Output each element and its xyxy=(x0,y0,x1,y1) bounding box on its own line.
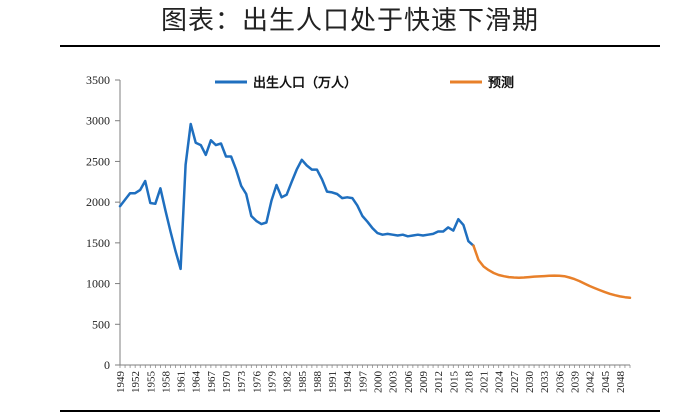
series-line-actual xyxy=(118,122,475,271)
x-tick-label: 1952 xyxy=(130,371,142,393)
series-line-forecast xyxy=(472,244,632,300)
x-tick-label: 2015 xyxy=(448,371,460,394)
x-tick-label: 1991 xyxy=(327,371,339,393)
y-tick-label: 500 xyxy=(92,317,110,331)
y-tick-label: 2000 xyxy=(86,195,110,209)
x-tick-label: 2000 xyxy=(373,371,385,394)
x-tick-label: 2006 xyxy=(403,371,415,394)
x-tick-label: 1949 xyxy=(115,371,127,394)
x-tick-label: 2024 xyxy=(494,371,506,394)
y-tick-label: 3000 xyxy=(86,114,110,128)
x-tick-label: 2045 xyxy=(600,371,612,394)
x-tick-label: 2048 xyxy=(615,371,627,394)
x-tick-label: 2021 xyxy=(479,371,491,393)
x-tick-label: 2003 xyxy=(388,371,400,394)
x-tick-label: 2030 xyxy=(524,371,536,394)
x-tick-label: 1970 xyxy=(221,371,233,394)
chart-title: 图表：出生人口处于快速下滑期 xyxy=(160,6,539,36)
y-tick-label: 3500 xyxy=(86,73,110,87)
x-tick-label: 1997 xyxy=(357,371,369,394)
x-tick-label: 1976 xyxy=(251,371,263,394)
legend-label: 出生人口（万人） xyxy=(253,75,357,91)
x-tick-label: 1964 xyxy=(191,371,203,394)
x-tick-label: 1967 xyxy=(206,371,218,394)
x-tick-label: 1955 xyxy=(145,371,157,394)
x-tick-label: 1985 xyxy=(297,371,309,394)
title-rule xyxy=(60,45,660,47)
x-tick-label: 1982 xyxy=(282,371,294,393)
x-tick-label: 2042 xyxy=(585,371,597,393)
y-tick-label: 0 xyxy=(104,358,110,372)
axes: 0 500 1000 1500 2000 2500 3000 3500 1949 1952 1955… xyxy=(86,73,631,394)
bottom-rule xyxy=(60,410,660,412)
legend-label: 预测 xyxy=(488,75,514,91)
x-tick-label: 2033 xyxy=(539,371,551,394)
x-tick-label: 1961 xyxy=(176,371,188,393)
series-layer xyxy=(118,122,632,300)
legend-item-actual: 出生人口（万人） xyxy=(215,75,357,91)
x-tick-label: 2027 xyxy=(509,371,521,394)
x-tick-label: 1973 xyxy=(236,371,248,394)
x-tick-label: 1958 xyxy=(160,371,172,394)
x-tick-label: 2009 xyxy=(418,371,430,394)
x-tick-label: 2036 xyxy=(554,371,566,394)
x-tick-label: 1988 xyxy=(312,371,324,394)
legend: 出生人口（万人） 预测 xyxy=(215,75,514,91)
legend-item-forecast: 预测 xyxy=(450,75,514,91)
y-tick-label: 2500 xyxy=(86,154,110,168)
x-tick-label: 1979 xyxy=(266,371,278,394)
x-tick-label: 2018 xyxy=(463,371,475,394)
y-tick-label: 1500 xyxy=(86,236,110,250)
x-tick-label: 1994 xyxy=(342,371,354,394)
x-tick-label: 2012 xyxy=(433,371,445,393)
y-tick-label: 1000 xyxy=(86,277,110,291)
x-tick-label: 2039 xyxy=(569,371,581,394)
